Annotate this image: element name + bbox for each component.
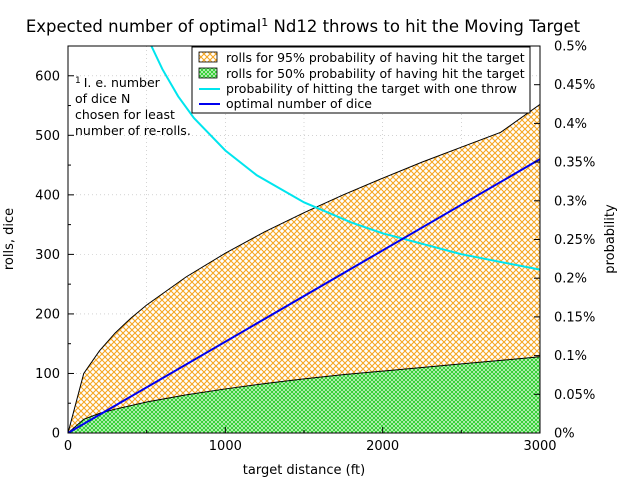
line-probability-one-throw: [150, 46, 540, 271]
y2-tick-label: 0.15%: [554, 310, 595, 325]
x-tick-label: 2000: [366, 439, 399, 454]
legend-label-50: rolls for 50% probability of having hit …: [226, 66, 525, 81]
svg-text:1I. e. number: 1 I. e. number: [75, 75, 161, 90]
lines: [68, 46, 540, 433]
svg-text:chosen for least: chosen for least: [75, 107, 175, 122]
ticks: 0 1000 2000 3000 0 100 200 300 400 500 600 0% 0.05% 0…: [35, 40, 595, 455]
legend: rolls for 95% probability of having hit …: [191, 46, 531, 114]
y2-tick-label: 0.45%: [554, 78, 595, 93]
legend-label-95: rolls for 95% probability of having hit …: [226, 50, 525, 65]
y-tick-label: 600: [35, 69, 60, 84]
y2-tick-label: 0.2%: [554, 272, 587, 287]
y-tick-label: 300: [35, 248, 60, 263]
y2-tick-label: 0.3%: [554, 194, 587, 209]
y2-tick-label: 0.5%: [554, 40, 587, 55]
line-95-percent-boundary: [68, 103, 540, 433]
y-axis-label: rolls, dice: [2, 208, 17, 270]
x-axis-label: target distance (ft): [243, 463, 365, 478]
y2-tick-label: 0%: [554, 427, 575, 442]
areas: [68, 104, 540, 433]
legend-label-probability: probability of hitting the target with o…: [226, 81, 517, 96]
area-95-percent: [68, 104, 540, 433]
legend-label-optimal: optimal number of dice: [226, 96, 372, 111]
y-tick-label: 400: [35, 188, 60, 203]
y-tick-label: 500: [35, 129, 60, 144]
area-50-percent: [68, 356, 540, 433]
line-optimal-dice: [68, 158, 540, 433]
y-tick-label: 100: [35, 367, 60, 382]
y2-tick-label: 0.25%: [554, 233, 595, 248]
svg-text:number of re-rolls.: number of re-rolls.: [75, 123, 191, 138]
legend-box: [191, 46, 531, 114]
legend-swatch-50: [198, 67, 218, 79]
y-tick-label: 0: [52, 427, 60, 442]
x-tick-label: 0: [64, 439, 72, 454]
chart-title: Expected number of optimal1 Nd12 throws …: [26, 16, 581, 36]
x-tick-label: 3000: [523, 439, 556, 454]
x-tick-label: 1000: [209, 439, 242, 454]
y-tick-label: 200: [35, 307, 60, 322]
y2-tick-label: 0.35%: [554, 156, 595, 171]
svg-text:of dice N: of dice N: [75, 91, 130, 106]
y2-axis-label: probability: [603, 204, 618, 274]
legend-swatch-95: [198, 51, 218, 63]
y2-tick-label: 0.05%: [554, 388, 595, 403]
annotation: 1 I. e. number of dice N chosen for least…: [75, 75, 191, 138]
y2-tick-label: 0.4%: [554, 117, 587, 132]
y2-tick-label: 0.1%: [554, 349, 587, 364]
